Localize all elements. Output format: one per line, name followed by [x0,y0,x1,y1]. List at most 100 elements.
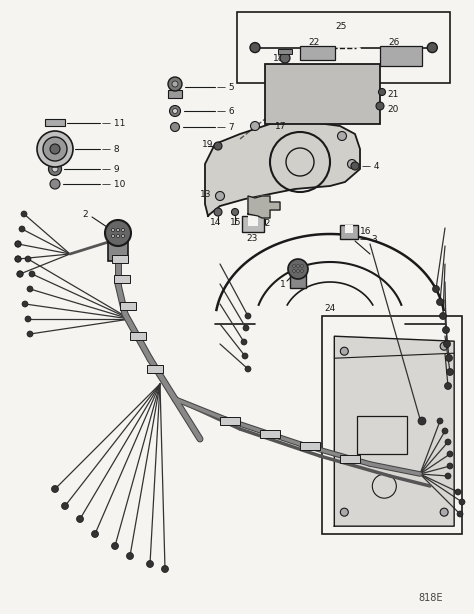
Circle shape [293,270,295,272]
Circle shape [172,81,178,87]
Circle shape [105,220,131,246]
Circle shape [301,265,303,267]
Circle shape [440,508,448,516]
Circle shape [15,241,21,247]
Circle shape [27,286,33,292]
Circle shape [445,473,451,479]
Circle shape [111,235,115,238]
Circle shape [43,137,67,161]
Polygon shape [205,122,360,216]
Text: 14: 14 [210,217,221,227]
Polygon shape [334,336,454,526]
Bar [340,455,360,463]
Circle shape [445,439,451,445]
Circle shape [245,366,251,372]
Circle shape [297,265,299,267]
Circle shape [214,208,222,216]
Bar [357,416,407,454]
Circle shape [25,256,31,262]
Text: 24: 24 [324,304,336,313]
Circle shape [29,271,35,277]
Text: 2: 2 [82,209,88,219]
Circle shape [444,341,450,348]
Text: 12: 12 [260,219,272,228]
Circle shape [443,327,449,333]
Circle shape [52,486,58,492]
Circle shape [288,259,308,279]
Text: 19: 19 [202,139,213,149]
Circle shape [173,109,177,114]
Circle shape [91,530,99,537]
Circle shape [447,451,453,457]
Circle shape [427,42,438,53]
Text: — 4: — 4 [362,161,380,171]
Bar [112,255,128,263]
Circle shape [15,256,21,262]
Circle shape [170,106,181,117]
Circle shape [242,353,248,359]
Circle shape [379,88,385,96]
Circle shape [50,179,60,189]
Circle shape [442,428,448,434]
Bar [108,239,128,261]
Circle shape [337,131,346,141]
Bar [147,365,163,373]
Bar [242,216,264,232]
Circle shape [121,235,125,238]
Bar [248,216,258,226]
Circle shape [168,77,182,91]
Bar [340,225,358,239]
Bar [114,275,130,283]
Circle shape [19,226,25,232]
Circle shape [241,339,247,345]
Bar [237,12,450,83]
Text: 17: 17 [275,122,286,131]
Text: 21: 21 [387,90,398,98]
Circle shape [162,565,168,572]
Circle shape [437,298,444,306]
Bar [290,274,306,288]
Text: — 6: — 6 [217,106,235,115]
Circle shape [50,144,60,154]
Circle shape [250,42,260,53]
Circle shape [17,271,23,277]
Text: 13: 13 [200,190,211,198]
Bar [260,430,280,438]
Circle shape [446,354,453,362]
Text: — 9: — 9 [102,165,119,174]
Circle shape [245,313,251,319]
Circle shape [293,265,295,267]
Bar [168,90,182,98]
Circle shape [117,235,119,238]
Polygon shape [248,196,280,218]
Text: — 5: — 5 [217,82,235,91]
Circle shape [301,270,303,272]
Circle shape [121,228,125,231]
Text: 18: 18 [273,53,284,63]
Circle shape [243,325,249,331]
Text: — 3: — 3 [360,235,378,244]
Circle shape [432,286,439,292]
Circle shape [48,163,62,176]
Circle shape [171,123,180,131]
Circle shape [440,342,448,350]
Circle shape [376,102,384,110]
Text: 22: 22 [308,37,319,47]
Text: 1: 1 [280,279,286,289]
Bar [130,332,146,340]
Circle shape [445,383,452,389]
Circle shape [250,122,259,131]
Circle shape [21,211,27,217]
Bar [345,225,353,233]
Bar [300,46,335,60]
Circle shape [447,368,454,376]
Bar [300,442,320,450]
Circle shape [439,313,447,319]
Circle shape [52,166,58,172]
Circle shape [76,516,83,523]
Circle shape [455,489,461,495]
Circle shape [340,508,348,516]
Text: — 8: — 8 [102,144,119,154]
Circle shape [447,463,453,469]
Text: — 10: — 10 [102,179,126,188]
